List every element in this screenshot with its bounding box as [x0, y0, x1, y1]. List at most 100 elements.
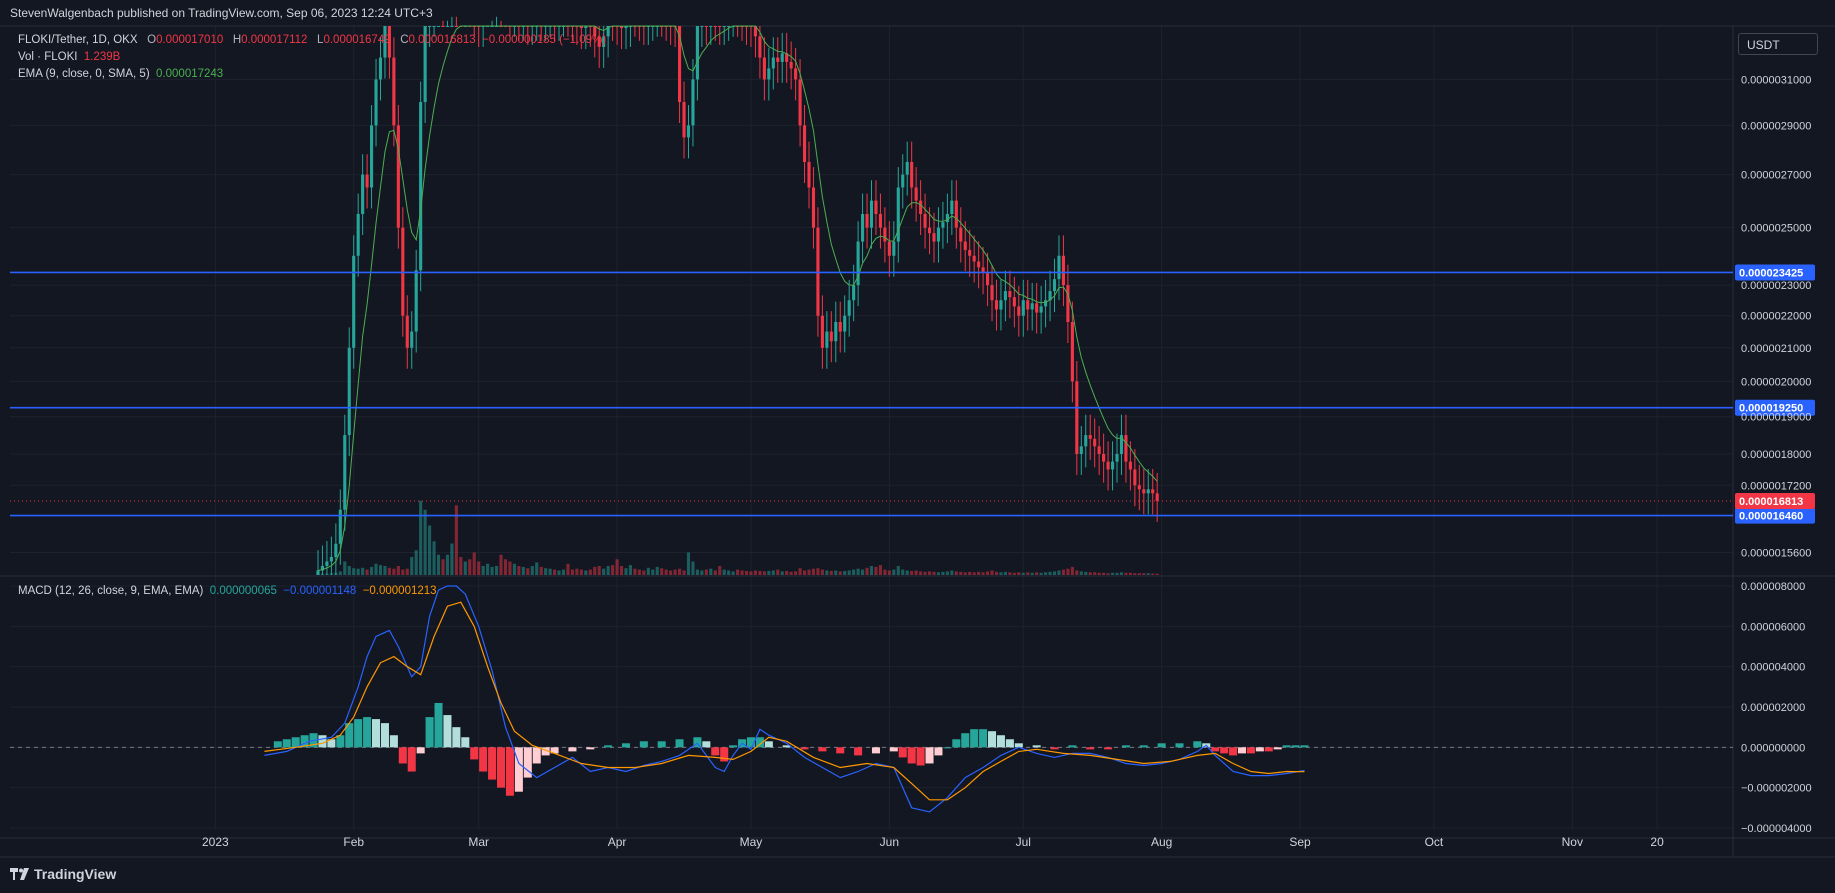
volume-bar: [521, 566, 525, 575]
volume-bar: [673, 569, 677, 575]
candle-body: [1003, 291, 1007, 301]
volume-bar: [553, 569, 557, 575]
price-axis-label: 0.0000029000: [1741, 120, 1811, 132]
volume-bar: [445, 554, 450, 575]
candle-body: [927, 227, 932, 234]
time-axis-label: 2023: [202, 835, 229, 849]
macd-hist-value: 0.000000065: [209, 585, 277, 597]
candle-body: [968, 250, 972, 256]
tradingview-logo-icon: [10, 868, 29, 880]
volume-bar: [1021, 572, 1025, 575]
candle-body: [727, 26, 731, 27]
candle-body: [378, 57, 383, 80]
volume-bar: [1093, 572, 1097, 575]
hline-price-label: 0.000019250: [1739, 403, 1803, 415]
volume-bar: [758, 570, 762, 575]
volume-bar: [762, 571, 766, 575]
volume-bar: [530, 566, 534, 575]
candle-body: [887, 241, 891, 256]
volume-bar: [718, 566, 722, 575]
candle-body: [892, 241, 896, 256]
candle-body: [1115, 453, 1119, 462]
volume-bar: [869, 566, 874, 575]
volume-bar: [633, 568, 637, 575]
candle-body: [807, 161, 811, 188]
macd-axis-label: −0.000002000: [1741, 783, 1812, 795]
macd-histogram-bar: [505, 747, 514, 796]
macd-histogram-bar: [604, 745, 613, 748]
macd-histogram-bar: [1104, 747, 1113, 750]
candle-body: [387, 26, 391, 58]
candle-body: [963, 241, 967, 251]
macd-axis-label: −0.000004000: [1741, 823, 1812, 835]
macd-histogram-bar: [916, 747, 925, 766]
volume-bar: [994, 571, 999, 575]
volume-bar: [651, 569, 655, 575]
volume-bar: [1035, 572, 1039, 575]
macd-histogram-bar: [345, 723, 354, 748]
volume-bar: [602, 568, 606, 575]
macd-histogram-bar: [1068, 745, 1077, 748]
candle-body: [334, 543, 338, 557]
candle-body: [677, 26, 682, 103]
volume-bar: [561, 569, 566, 575]
volume-bar: [856, 568, 860, 575]
currency-selector[interactable]: USDT: [1738, 33, 1818, 55]
volume-bar: [517, 566, 521, 575]
macd-histogram-bar: [1246, 747, 1255, 754]
macd-label[interactable]: MACD (12, 26, close, 9, EMA, EMA): [18, 585, 204, 597]
price-axis-label: 0.0000018000: [1741, 449, 1811, 461]
symbol-label[interactable]: FLOKI/Tether, 1D, OKX: [18, 34, 138, 46]
volume-bar: [512, 563, 516, 575]
candle-body: [1151, 489, 1155, 494]
candle-body: [977, 261, 981, 268]
volume-bar: [624, 568, 628, 575]
macd-histogram-bar: [675, 739, 684, 748]
volume-bar: [628, 565, 633, 575]
volume-bar: [941, 571, 945, 575]
candle-body: [856, 241, 860, 286]
volume-bar: [820, 569, 824, 575]
volume-bar: [704, 569, 708, 575]
candle-body: [794, 68, 798, 80]
macd-histogram-bar: [1050, 747, 1059, 750]
volume-bar: [611, 565, 615, 575]
ema-label[interactable]: EMA (9, close, 0, SMA, 5): [18, 68, 150, 80]
candle-body: [392, 57, 396, 126]
macd-histogram-bar: [523, 747, 532, 778]
macd-histogram-bar: [273, 741, 282, 748]
volume-bar: [508, 561, 512, 575]
candle-body: [704, 26, 708, 27]
volume-bar: [441, 559, 445, 575]
macd-histogram-bar: [1264, 747, 1273, 752]
candle-body: [1110, 461, 1115, 470]
tradingview-logo[interactable]: TradingView: [10, 866, 116, 882]
volume-bar: [1017, 572, 1021, 575]
volume-label[interactable]: Vol · FLOKI: [18, 51, 78, 63]
candle-body: [709, 26, 713, 27]
volume-bar: [874, 566, 878, 575]
candle-body: [713, 26, 717, 27]
candle-body: [602, 36, 606, 47]
volume-bar: [1075, 570, 1079, 575]
volume-bar: [1044, 572, 1048, 575]
volume-bar: [486, 563, 490, 575]
volume-bar: [1106, 573, 1110, 575]
candle-body: [896, 187, 900, 242]
volume-bar: [428, 525, 432, 575]
macd-histogram-bar: [372, 719, 381, 748]
macd-histogram-bar: [541, 747, 550, 756]
macd-histogram-bar: [407, 747, 416, 772]
volume-bar: [1102, 572, 1106, 575]
macd-histogram-bar: [470, 747, 479, 760]
volume-bar: [570, 569, 574, 575]
candle-body: [762, 57, 766, 80]
macd-histogram-bar: [889, 747, 898, 752]
candle-body: [441, 26, 445, 27]
macd-histogram-bar: [452, 727, 461, 748]
candle-body: [374, 79, 378, 126]
volume-bar: [1151, 573, 1155, 575]
volume-bar: [954, 571, 958, 575]
macd-histogram-bar: [1291, 745, 1300, 748]
